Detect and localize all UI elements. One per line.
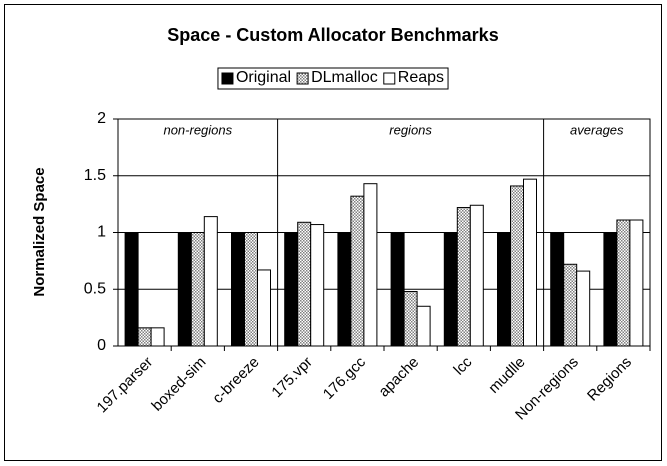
bar [257, 269, 271, 347]
bar [124, 232, 139, 347]
bar [403, 291, 418, 347]
bar [497, 232, 511, 347]
bar [177, 232, 192, 347]
bar [150, 327, 165, 347]
section-label: averages [570, 122, 624, 137]
bar [443, 232, 458, 347]
bar [603, 232, 618, 347]
bar [523, 178, 537, 347]
y-tick-label: 1 [97, 224, 106, 241]
section-label: regions [389, 122, 432, 137]
y-tick-label: 2 [97, 110, 106, 127]
bar [629, 219, 644, 347]
bar [350, 195, 365, 347]
bar [244, 232, 258, 347]
bar [190, 232, 205, 347]
bar [456, 207, 471, 347]
bar [284, 232, 299, 347]
y-tick-label: 0.5 [84, 280, 106, 297]
y-axis-label: Normalized Space [31, 167, 48, 296]
bar [310, 224, 325, 347]
bar [550, 232, 565, 347]
legend-swatch [296, 72, 309, 85]
legend-swatch [221, 72, 234, 85]
y-tick-label: 1.5 [84, 167, 106, 184]
bar [390, 232, 405, 347]
bar [203, 216, 218, 347]
legend-label: Reaps [398, 69, 444, 86]
section-label: non-regions [163, 122, 232, 137]
bar [510, 185, 524, 347]
bar [469, 204, 484, 347]
legend-box [217, 67, 449, 90]
legend-swatch [383, 72, 396, 85]
bar [563, 263, 578, 347]
legend-label: Original [236, 69, 291, 86]
y-tick-label: 0 [97, 337, 106, 354]
legend-label: DLmalloc [311, 69, 378, 86]
bar [616, 219, 631, 347]
legend: Original DLmalloc Reaps [217, 67, 449, 90]
chart-title: Space - Custom Allocator Benchmarks [167, 25, 498, 45]
bar [576, 270, 591, 347]
bar [416, 305, 431, 347]
bar [137, 327, 152, 347]
bar [297, 221, 312, 347]
bar [337, 232, 352, 347]
bar [363, 183, 378, 347]
bar [231, 232, 245, 347]
